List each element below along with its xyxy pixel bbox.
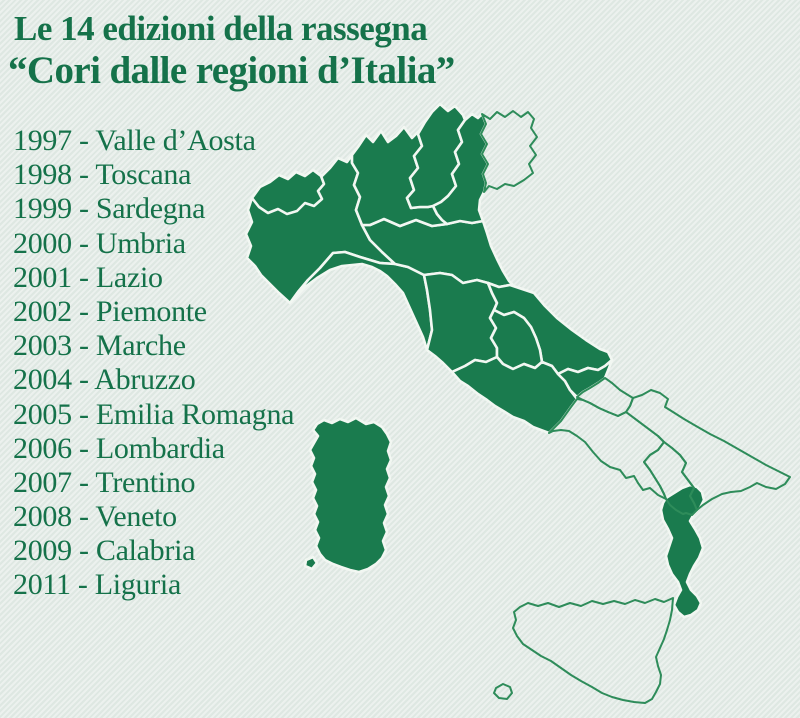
edition-region: Lombardia [95,431,225,465]
edition-separator: - [71,534,96,568]
edition-region: Marche [95,329,186,363]
edition-region: Sardegna [95,192,206,226]
page-title-line2: “Cori dalle regioni d’Italia” [8,49,455,92]
edition-separator: - [71,329,96,363]
edition-list: 1997 - Valle d’Aosta 1998 - Toscana 1999… [13,124,343,603]
edition-list-item: 2002 - Piemonte [13,295,343,329]
page-title-line1: Le 14 edizioni della rassegna [14,9,428,48]
edition-separator: - [71,431,96,465]
edition-year: 2007 [13,465,72,499]
edition-list-item: 2003 - Marche [13,329,343,363]
edition-region: Calabria [95,534,196,568]
edition-list-item: 2004 - Abruzzo [13,363,343,397]
edition-list-item: 2005 - Emilia Romagna [13,398,343,432]
edition-region: Umbria [95,226,186,260]
region-calabria [659,483,706,619]
region-abruzzo [556,358,614,399]
edition-year: 2000 [13,226,72,260]
region-campania [548,398,667,500]
region-sardegna [308,416,393,574]
edition-list-item: 1998 - Toscana [13,158,343,192]
edition-year: 1997 [13,124,72,157]
region-sardegna-islet [303,555,319,571]
edition-separator: - [71,294,96,328]
region-pantelleria [493,683,513,700]
edition-separator: - [71,158,96,192]
edition-year: 1998 [13,158,72,192]
edition-year: 2009 [13,534,72,568]
edition-region: Trentino [95,465,196,499]
edition-separator: - [71,192,96,226]
region-friuli [480,110,538,193]
edition-region: Liguria [94,568,182,602]
edition-year: 1999 [13,192,72,226]
edition-year: 2011 [13,568,71,602]
edition-separator: - [70,568,95,602]
edition-year: 2002 [13,294,72,328]
edition-separator: - [71,226,96,260]
edition-region: Toscana [95,158,192,192]
region-basilicata [643,441,698,516]
edition-list-item: 2008 - Veneto [13,500,343,534]
edition-region: Valle d’Aosta [95,124,256,157]
edition-region: Emilia Romagna [95,397,295,431]
edition-separator: - [71,124,96,157]
edition-separator: - [71,465,96,499]
edition-list-item: 2011 - Liguria [13,568,343,602]
edition-list-item: 2009 - Calabria [13,534,343,568]
edition-list-item: 1999 - Sardegna [13,192,343,226]
edition-year: 2005 [13,397,72,431]
region-sicilia [512,597,674,704]
edition-list-item: 1997 - Valle d’Aosta [13,124,343,158]
region-valle-daosta [250,168,326,216]
edition-list-item: 2006 - Lombardia [13,432,343,466]
edition-year: 2006 [13,431,72,465]
edition-region: Piemonte [95,294,207,328]
edition-list-item: 2000 - Umbria [13,227,343,261]
edition-year: 2004 [13,363,72,397]
edition-region: Abruzzo [94,363,196,397]
edition-separator: - [71,397,96,431]
edition-region: Veneto [95,500,177,534]
region-toscana [422,271,499,374]
edition-separator: - [71,363,95,397]
edition-separator: - [71,260,96,294]
edition-year: 2001 [13,260,72,294]
edition-list-item: 2007 - Trentino [13,466,343,500]
edition-separator: - [71,500,96,534]
edition-list-item: 2001 - Lazio [13,261,343,295]
edition-year: 2008 [13,500,72,534]
edition-year: 2003 [13,329,72,363]
region-puglia [625,389,791,511]
region-liguria [288,250,434,352]
edition-region: Lazio [95,260,163,294]
